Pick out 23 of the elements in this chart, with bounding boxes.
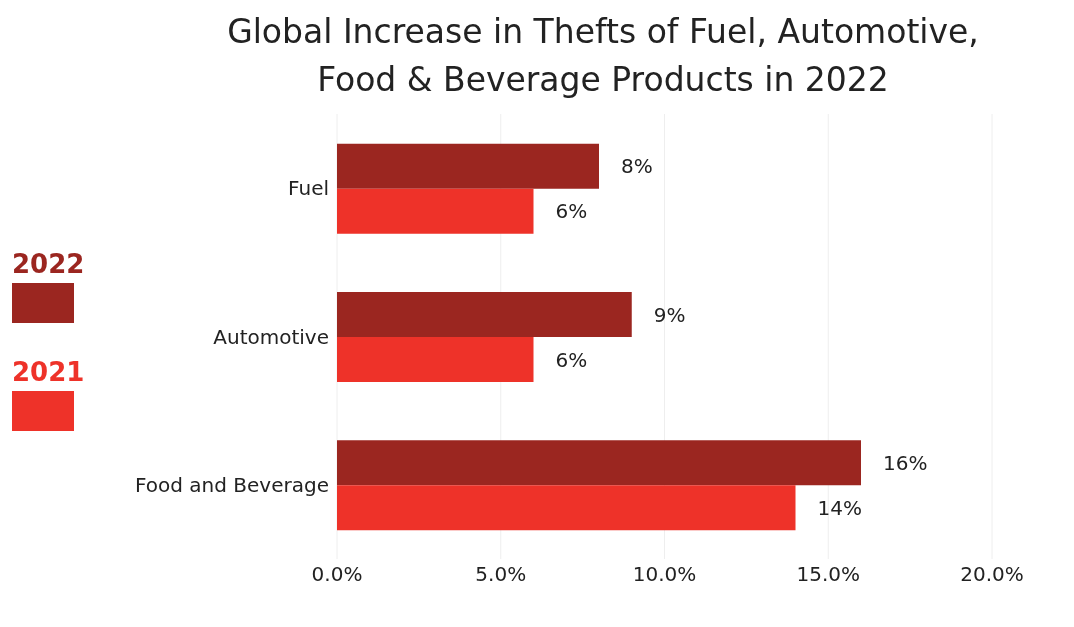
- y-tick-label: Food and Beverage: [135, 472, 329, 497]
- data-label: 9%: [653, 302, 686, 327]
- x-tick-label: 15.0%: [796, 562, 861, 587]
- x-tick-label: 10.0%: [632, 562, 697, 587]
- bar: [337, 440, 861, 486]
- y-tick-label: Automotive: [213, 324, 329, 349]
- x-tick-label: 5.0%: [475, 562, 527, 587]
- text: 2022: [12, 248, 86, 279]
- x-tick-label: 0.0%: [311, 562, 363, 587]
- bar: [337, 485, 796, 531]
- bar: [337, 188, 534, 234]
- bar: [337, 143, 599, 189]
- chart-title: Global Increase in Thefts of Fuel, Automotive, Food & Beverage Products in 2022: [226, 11, 980, 101]
- text: 2021: [12, 356, 86, 387]
- data-label: 6%: [555, 199, 588, 224]
- data-label: 8%: [621, 154, 653, 179]
- bar: [337, 292, 632, 337]
- x-tick-label: 20.0%: [960, 562, 1024, 587]
- data-label: 14%: [817, 495, 862, 520]
- data-label: 16%: [883, 450, 928, 475]
- data-label: 6%: [555, 347, 588, 372]
- bar: [337, 337, 534, 382]
- y-tick-label: Fuel: [288, 176, 329, 201]
